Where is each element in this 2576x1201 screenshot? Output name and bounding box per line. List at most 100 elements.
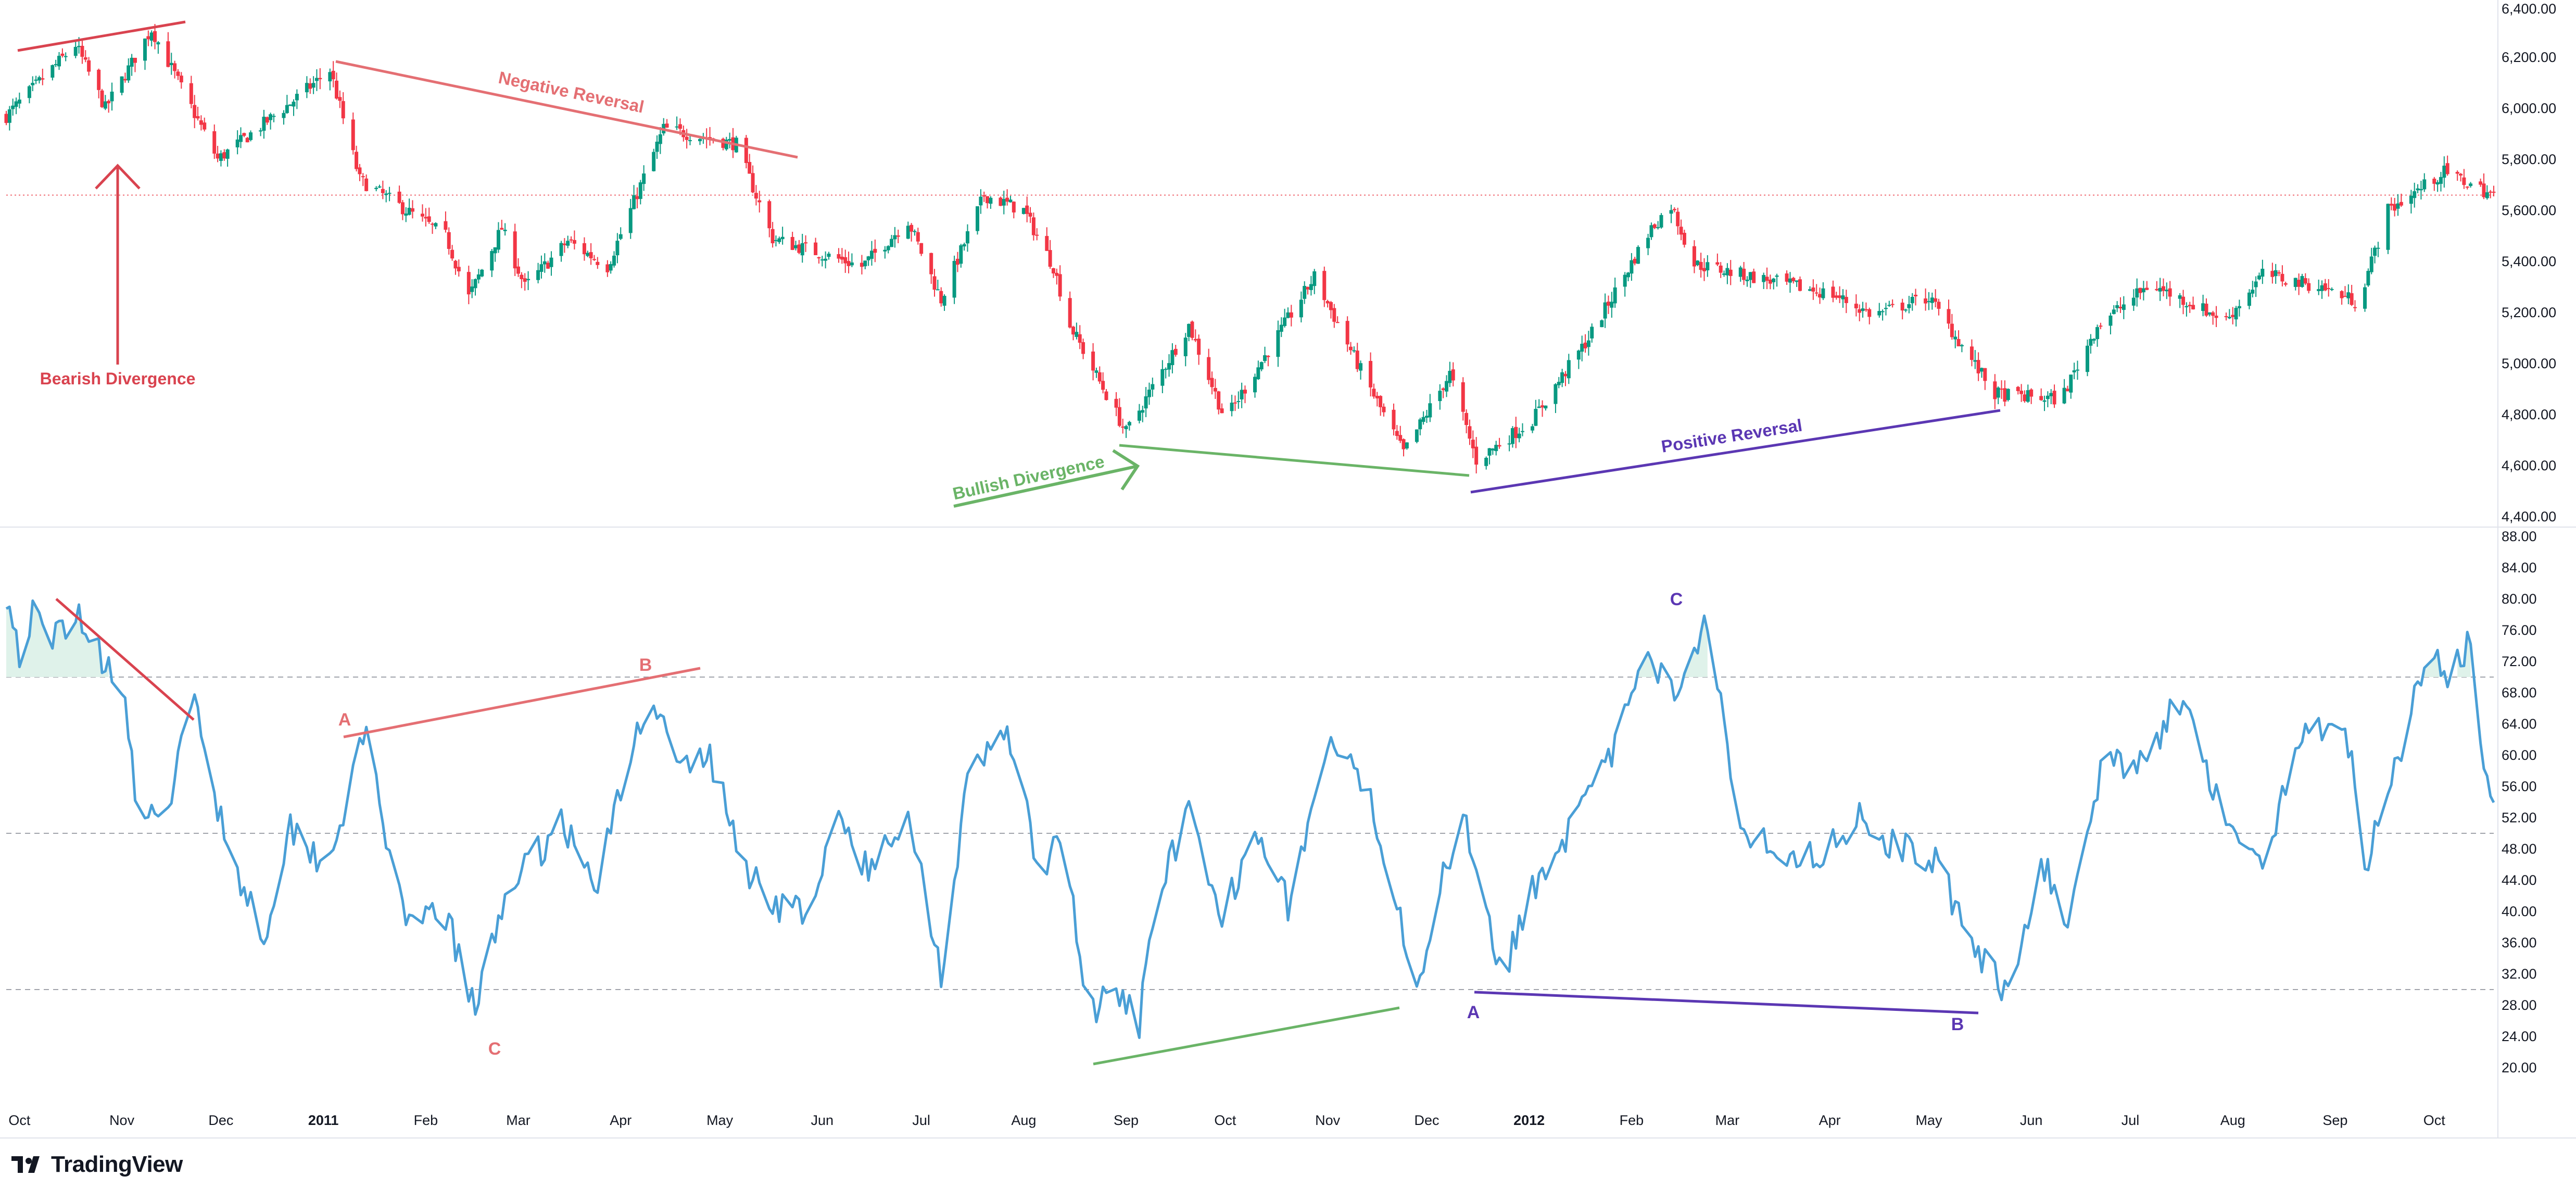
- candle-body: [1233, 402, 1237, 404]
- candle: [919, 243, 924, 256]
- candle-body: [1071, 327, 1076, 335]
- candle: [1765, 267, 1769, 290]
- candle: [1220, 403, 1224, 414]
- candle: [612, 251, 616, 268]
- candle: [421, 204, 425, 222]
- time-tick-label: Apr: [610, 1112, 632, 1128]
- candle-body: [2435, 182, 2440, 185]
- candle-body: [1097, 372, 1102, 382]
- candle-body: [1494, 445, 1498, 452]
- candle: [1884, 303, 1888, 316]
- candle: [57, 52, 61, 70]
- candle: [596, 257, 600, 269]
- candle-body: [1702, 268, 1706, 271]
- time-tick-label: 2012: [1513, 1112, 1545, 1128]
- candle: [2373, 245, 2377, 264]
- price-tick-label: 5,600.00: [2502, 203, 2556, 218]
- candle: [1877, 303, 1882, 318]
- candle-body: [1795, 280, 1799, 282]
- candle-body: [1094, 370, 1098, 373]
- candle-body: [453, 260, 458, 269]
- candle-body: [2211, 312, 2215, 316]
- candle-body: [1930, 297, 1934, 303]
- candle: [2234, 306, 2238, 327]
- candle: [1055, 268, 1059, 285]
- candle: [860, 255, 864, 274]
- candle-body: [1170, 350, 1175, 366]
- candle-body: [1672, 209, 1676, 210]
- candle-body: [1137, 410, 1141, 421]
- candle: [2469, 182, 2473, 188]
- rsi-tick-label: 60.00: [2502, 747, 2537, 763]
- candle-body: [2224, 316, 2228, 318]
- candle-body: [173, 63, 177, 71]
- candle-body: [2422, 179, 2427, 190]
- candle-body: [2184, 306, 2189, 307]
- candle: [2323, 279, 2327, 292]
- candle-body: [1213, 387, 1217, 392]
- candle: [866, 256, 870, 266]
- candle-body: [962, 244, 966, 247]
- tradingview-brand[interactable]: TradingView: [11, 1150, 183, 1179]
- candle-body: [896, 235, 900, 237]
- candle: [1844, 290, 1848, 314]
- candle: [1401, 438, 1406, 457]
- candle: [952, 255, 956, 304]
- candle-body: [1104, 391, 1108, 401]
- candle: [2003, 380, 2007, 406]
- candle: [1719, 262, 1723, 278]
- candle: [2039, 388, 2043, 401]
- candle: [1669, 205, 1673, 223]
- candle: [189, 76, 193, 108]
- candle-body: [457, 267, 461, 272]
- candle-body: [476, 274, 481, 280]
- candle-body: [400, 202, 405, 215]
- candle-body: [110, 91, 114, 102]
- candle: [632, 185, 636, 210]
- candle-body: [869, 251, 874, 259]
- candle-body: [83, 57, 87, 60]
- price-axis[interactable]: 6,400.00 6,200.00 6,000.00 5,800.00 5,600.00…: [2502, 1, 2556, 524]
- candle-body: [1652, 224, 1657, 228]
- candle-body: [1173, 348, 1178, 355]
- candle-body: [14, 101, 18, 107]
- candle-body: [847, 261, 851, 266]
- candle: [1890, 299, 1895, 308]
- time-axis[interactable]: Oct Nov Dec 2011 Feb Mar Apr May Jun Jul Aug Sep Oct…: [8, 1112, 2445, 1128]
- rsi-axis[interactable]: 88.00 84.00 80.00 76.00 72.00 68.00 64.00 60.00…: [2502, 529, 2537, 1075]
- candle: [886, 245, 890, 254]
- candle: [17, 92, 21, 109]
- candle: [2307, 278, 2311, 294]
- candle-body: [2188, 305, 2192, 307]
- tradingview-logo-icon: [11, 1156, 40, 1173]
- candle: [2455, 170, 2459, 181]
- candle-body: [2492, 192, 2496, 193]
- candle-body: [1821, 288, 1825, 298]
- candle: [642, 165, 646, 191]
- candle: [103, 95, 107, 110]
- candle: [1768, 274, 1772, 290]
- candle-body: [358, 167, 362, 174]
- candle: [2363, 283, 2367, 312]
- candle-body: [1392, 409, 1396, 430]
- candle-body: [1005, 197, 1009, 202]
- candle-body: [397, 191, 401, 203]
- candle: [1838, 286, 1842, 303]
- candle-body: [1924, 298, 1928, 304]
- candle-body: [2274, 270, 2278, 277]
- price-tick-label: 5,000.00: [2502, 356, 2556, 371]
- candle-body: [361, 176, 365, 178]
- candle: [1051, 268, 1055, 278]
- candle: [1738, 266, 1742, 282]
- rsi-pane[interactable]: A B C A B C: [5, 590, 2495, 1066]
- candle-body: [2340, 291, 2344, 298]
- candle-body: [1445, 381, 1449, 392]
- candle: [609, 261, 613, 274]
- candle-body: [34, 79, 38, 81]
- candle: [381, 180, 385, 199]
- candle-body: [1626, 272, 1631, 278]
- candle-body: [156, 42, 160, 45]
- candle: [496, 222, 500, 253]
